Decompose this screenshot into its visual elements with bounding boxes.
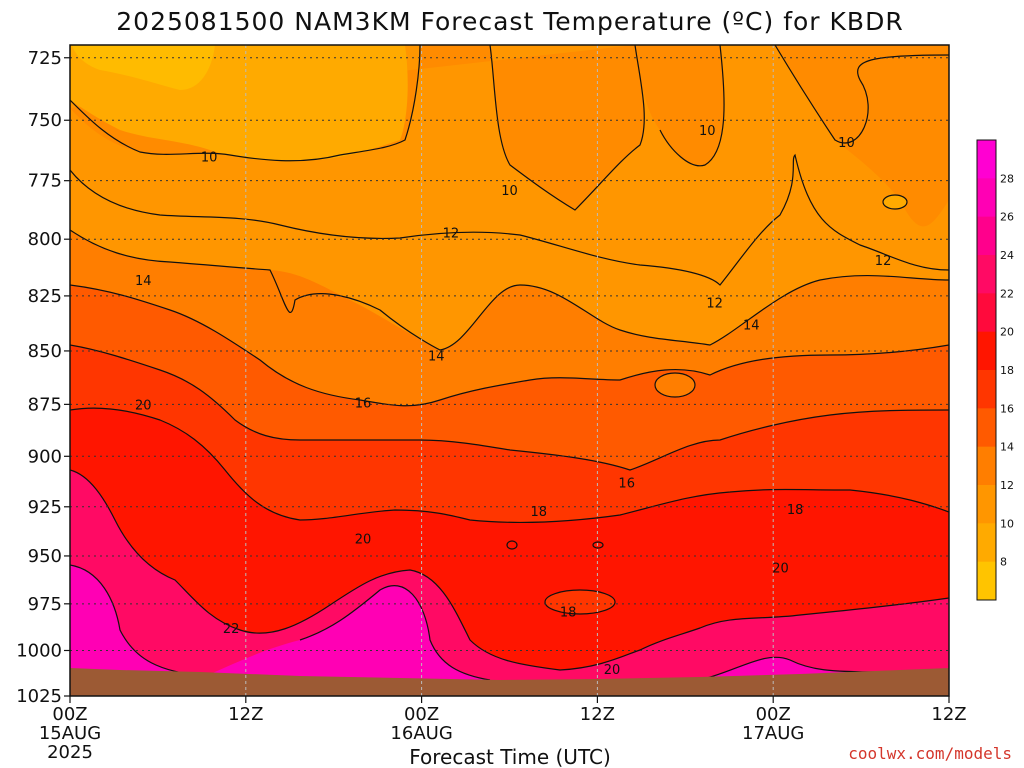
- x-tick-label: 00Z: [756, 704, 791, 725]
- y-tick-label: 850: [28, 341, 62, 362]
- x-tick-date: 15AUG: [39, 723, 101, 744]
- surface-fill: [70, 668, 949, 696]
- y-tick-label: 800: [28, 229, 62, 250]
- contour-label: 10: [501, 184, 518, 199]
- y-tick-label: 925: [28, 497, 62, 518]
- x-tick-label: 12Z: [228, 704, 263, 725]
- colorbar-tick: 12: [1000, 479, 1014, 492]
- x-axis-label: Forecast Time (UTC): [409, 745, 611, 768]
- contour-label: 18: [531, 505, 548, 520]
- colorbar-swatch: [977, 370, 996, 409]
- contour-labels: 10 10 10 10 12 12 12 14 14 14 16 16 18 18 18 20 20 20 20 22: [135, 124, 891, 678]
- x-tick-label: 12Z: [580, 704, 615, 725]
- plot-area: [70, 45, 949, 696]
- colorbar-swatch: [977, 561, 996, 601]
- colorbar-swatch: [977, 485, 996, 524]
- y-tick-label: 950: [28, 546, 62, 567]
- colorbar-swatch: [977, 140, 996, 179]
- x-tick-label: 00Z: [52, 704, 87, 725]
- contour-label: 10: [699, 124, 716, 139]
- colorbar-tick: 28: [1000, 172, 1014, 185]
- contour-label: 14: [428, 349, 445, 364]
- band-8c: [72, 45, 215, 90]
- colorbar-border: [976, 139, 997, 601]
- colorbar-swatch: [977, 255, 996, 294]
- colorbar-tick: 18: [1000, 364, 1014, 377]
- y-tick-label: 1025: [16, 686, 62, 707]
- contour-label: 12: [875, 254, 892, 269]
- contour-lines: [70, 45, 949, 681]
- contour-label: 20: [355, 532, 372, 547]
- colorbar-swatch: [977, 178, 996, 218]
- contour-label: 12: [706, 297, 723, 312]
- colorbar-swatch: [977, 408, 996, 448]
- colorbar-tick: 16: [1000, 402, 1014, 415]
- pocket-cold: [883, 195, 907, 209]
- contour-label: 10: [201, 151, 218, 166]
- colorbar-swatch: [977, 293, 996, 333]
- x-tick-label: 00Z: [404, 704, 439, 725]
- colorbar-swatch: [977, 216, 996, 256]
- contour-label: 18: [787, 503, 804, 518]
- y-tick-label: 900: [28, 446, 62, 467]
- contour-label: 20: [135, 398, 152, 413]
- x-tick-date: 17AUG: [742, 723, 804, 744]
- colorbar-tick: 20: [1000, 326, 1014, 339]
- contour-label: 16: [618, 477, 635, 492]
- y-tick-label: 725: [28, 48, 62, 69]
- contour-label: 20: [772, 562, 789, 577]
- y-tick-label: 775: [28, 171, 62, 192]
- contour-label: 14: [743, 319, 760, 334]
- y-tick-label: 875: [28, 394, 62, 415]
- colorbar-tick: 24: [1000, 249, 1014, 262]
- colorbar-tick: 22: [1000, 287, 1014, 300]
- contour-label: 14: [135, 274, 152, 289]
- colorbar-tick: 14: [1000, 441, 1014, 454]
- contour-label: 22: [223, 622, 240, 637]
- contour-label: 18: [560, 605, 577, 620]
- credit-text[interactable]: coolwx.com/models: [848, 744, 1012, 763]
- x-tick-year: 2025: [47, 742, 93, 763]
- y-tick-label: 750: [28, 110, 62, 131]
- colorbar-tick: 26: [1000, 211, 1014, 224]
- x-tick-label: 12Z: [931, 704, 966, 725]
- contour-label: 10: [838, 136, 855, 151]
- plot-border: [69, 44, 950, 697]
- colorbar-swatch: [977, 446, 996, 486]
- colorbar-tick: 8: [1000, 556, 1007, 569]
- y-tick-label: 1000: [16, 640, 62, 661]
- colorbar-tick: 10: [1000, 517, 1014, 530]
- colorbar-swatch: [977, 331, 996, 371]
- y-tick-label: 975: [28, 594, 62, 615]
- y-tick-label: 825: [28, 286, 62, 307]
- x-tick-date: 16AUG: [390, 723, 452, 744]
- colorbar: 8 10 12 14 16 18 20 22 24 26 28: [976, 139, 1014, 601]
- y-axis: 725 750 775 800 825 850 875 900 925 950 975 1000 102…: [16, 48, 70, 707]
- pocket-18a: [655, 373, 695, 397]
- contour-label: 12: [443, 226, 460, 241]
- contour-label: 16: [355, 396, 372, 411]
- colorbar-swatch: [977, 523, 996, 563]
- chart-title: 2025081500 NAM3KM Forecast Temperature (…: [116, 7, 903, 36]
- contour-label: 20: [604, 663, 621, 678]
- pocket-18b: [545, 590, 615, 614]
